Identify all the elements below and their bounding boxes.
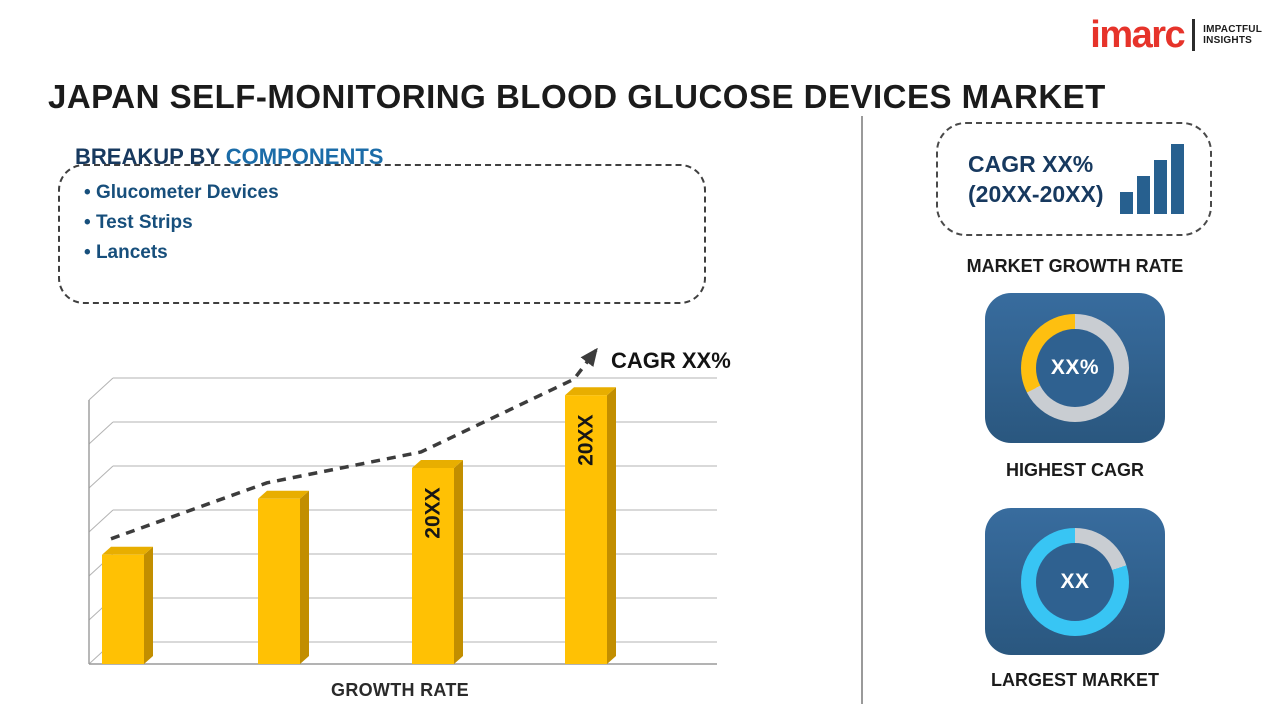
cagr-text: CAGR XX% (20XX-20XX) <box>968 149 1104 209</box>
component-item: Glucometer Devices <box>84 178 680 208</box>
highest-cagr-value: XX% <box>1050 356 1100 379</box>
market-growth-rate-card: CAGR XX% (20XX-20XX) <box>936 122 1212 236</box>
bar-3d <box>258 490 309 664</box>
bar-3d <box>102 546 153 664</box>
cagr-annotation: CAGR XX% <box>611 348 731 373</box>
highest-cagr-donut-chart: XX% <box>1021 314 1129 422</box>
bar-3d: 20XX <box>412 460 463 664</box>
market-growth-rate-caption: MARKET GROWTH RATE <box>966 256 1184 276</box>
vertical-divider <box>861 116 863 704</box>
gridline-depth <box>88 421 114 445</box>
largest-market-value: XX <box>1060 569 1090 593</box>
bar-label: 20XX <box>422 487 445 538</box>
logo-tagline-line1: IMPACTFUL <box>1203 24 1262 35</box>
gridline-depth <box>88 465 114 489</box>
largest-market-caption: LARGEST MARKET <box>991 670 1159 690</box>
gridline-depth <box>88 509 114 533</box>
bar-label: 20XX <box>575 415 598 466</box>
page-title: JAPAN SELF-MONITORING BLOOD GLUCOSE DEVI… <box>48 78 1106 116</box>
bar-chart-icon <box>1120 140 1184 218</box>
highest-cagr-card: XX% <box>985 293 1165 443</box>
bar-icon-bar <box>1154 160 1167 214</box>
growth-bar-chart: 20XX 20XX CAGR XX% <box>55 338 745 678</box>
cagr-line2: (20XX-20XX) <box>968 181 1104 207</box>
chart-x-axis-label: GROWTH RATE <box>331 680 469 700</box>
growth-bar-chart-svg: 20XX 20XX CAGR XX% <box>88 347 731 665</box>
trend-arrow <box>110 347 598 541</box>
bar-icon-bar <box>1171 144 1184 214</box>
bar-icon-bar <box>1137 176 1150 214</box>
bar-3d: 20XX <box>565 387 616 664</box>
component-item: Lancets <box>84 238 680 268</box>
components-list: Glucometer DevicesTest StripsLancets <box>84 178 680 268</box>
largest-market-donut-chart: XX <box>1021 527 1129 636</box>
bar-icon-bar <box>1120 192 1133 214</box>
components-box: Glucometer DevicesTest StripsLancets <box>58 164 706 304</box>
gridline-depth <box>88 377 114 401</box>
imarc-logo: imarc IMPACTFUL INSIGHTS <box>1090 16 1262 54</box>
logo-divider <box>1192 19 1196 51</box>
component-item: Test Strips <box>84 208 680 238</box>
largest-market-card: XX <box>985 508 1165 655</box>
logo-tagline-line2: INSIGHTS <box>1203 35 1252 46</box>
logo-wordmark: imarc <box>1090 14 1185 56</box>
logo-tagline: IMPACTFUL INSIGHTS <box>1203 24 1262 46</box>
highest-cagr-caption: HIGHEST CAGR <box>1005 460 1144 480</box>
cagr-line1: CAGR XX% <box>968 151 1094 177</box>
